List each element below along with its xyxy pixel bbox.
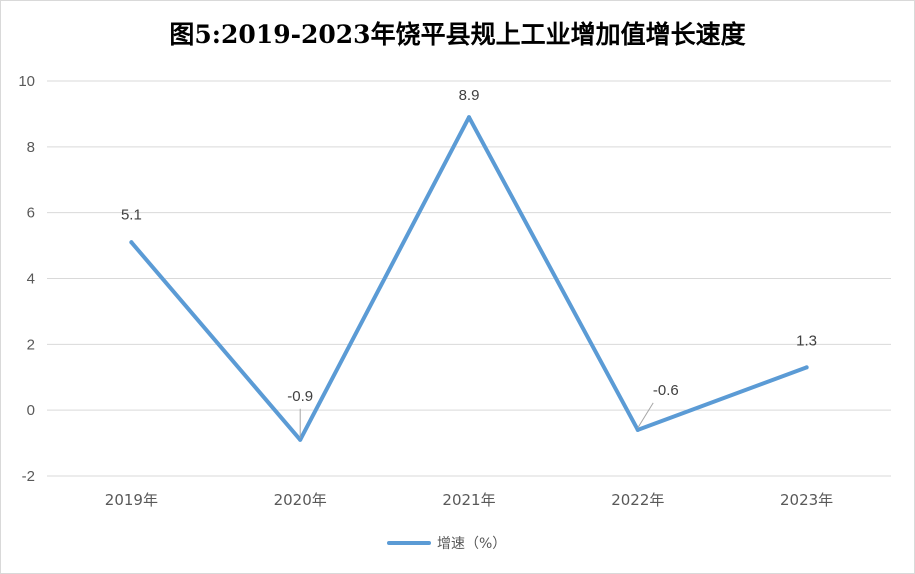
data-point xyxy=(298,437,303,442)
y-tick-label: 2 xyxy=(27,336,35,353)
label-leader-line xyxy=(637,402,654,429)
data-point xyxy=(804,365,809,370)
y-tick-label: 8 xyxy=(27,139,35,156)
data-label: 5.1 xyxy=(121,206,142,223)
data-point xyxy=(635,427,640,432)
data-point xyxy=(467,115,471,120)
y-tick-label: 4 xyxy=(27,271,35,288)
y-tick-label: -2 xyxy=(22,468,35,485)
legend-label: 增速（%） xyxy=(437,536,506,552)
x-tick-label: 2023年 xyxy=(780,491,833,509)
x-tick-label: 2021年 xyxy=(442,491,495,509)
x-tick-label: 2020年 xyxy=(274,491,327,509)
x-tick-label: 2019年 xyxy=(105,491,158,509)
chart-title: 图5:2019-2023年饶平县规上工业增加值增长速度 xyxy=(169,20,746,49)
y-tick-label: 0 xyxy=(27,402,35,419)
data-label: -0.6 xyxy=(653,382,679,399)
y-tick-label: 10 xyxy=(18,73,35,90)
data-label: 8.9 xyxy=(459,87,480,104)
data-label: -0.9 xyxy=(287,388,313,405)
x-tick-label: 2022年 xyxy=(611,491,664,509)
y-tick-label: 6 xyxy=(27,205,35,222)
data-label: 1.3 xyxy=(796,332,817,349)
data-point xyxy=(129,240,134,245)
